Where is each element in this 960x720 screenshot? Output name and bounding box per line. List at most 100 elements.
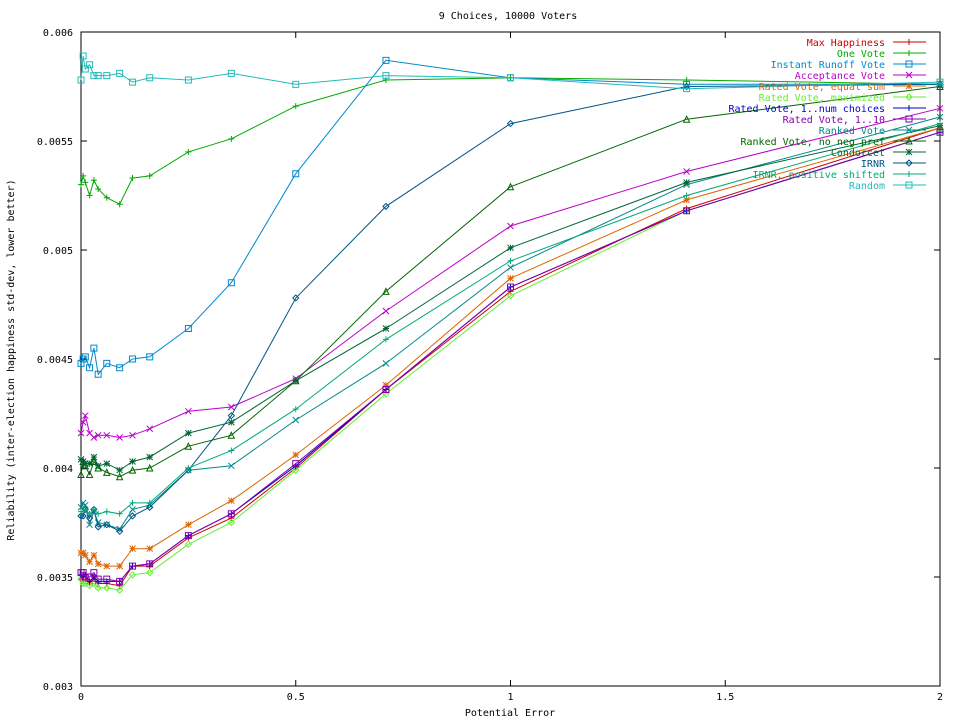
data-point [103,431,111,439]
data-point [79,512,87,520]
data-point [227,462,235,470]
data-point [82,179,89,186]
data-point [79,418,87,426]
data-point [146,453,154,461]
data-point [116,562,124,570]
data-point [79,52,87,60]
data-point [146,545,154,553]
data-point [128,466,137,474]
series-line-irnr [81,83,941,532]
legend-label: Ranked Vote [819,126,885,137]
data-point [683,168,690,175]
data-point [146,499,153,506]
data-point [103,359,111,367]
data-point [78,181,84,188]
legend-marker [905,126,913,134]
series-rated-vote-1-10 [77,128,944,585]
data-point [146,560,154,568]
legend-label: IRNR, positive shifted [753,170,885,181]
data-point [86,460,93,467]
data-point [116,434,124,441]
data-point [184,540,193,549]
legend-marker [905,159,913,167]
legend-label: Rated Vote, 1..10 [783,115,885,126]
legend-label: Acceptance Vote [795,71,885,82]
data-point [185,407,192,415]
data-point [292,377,300,385]
data-point [81,579,90,588]
data-point [129,545,136,553]
data-point [86,558,93,566]
x-tick-label: 1 [507,692,513,703]
data-point [382,72,390,80]
data-point [682,115,691,123]
data-point [94,523,102,531]
data-point [86,578,93,585]
data-point [227,279,235,287]
y-axis-label: Reliability (inter-election happiness st… [6,179,17,540]
legend-marker [905,115,913,123]
data-point [86,510,93,517]
data-point [90,434,98,441]
data-point [292,103,299,110]
data-point [128,571,137,579]
data-point [227,69,235,77]
data-point [185,465,192,471]
data-point [129,355,137,363]
data-point [90,551,98,559]
data-point [227,510,235,518]
data-point [77,512,85,520]
data-point [683,85,691,93]
legend-marker [905,181,913,189]
legend-marker [905,93,913,101]
data-point [79,355,87,363]
data-point [382,381,390,389]
data-point [185,521,192,529]
data-point [292,451,300,459]
series-line-rated-vote-maximized [80,131,941,591]
data-point [82,506,89,513]
data-point [77,429,85,437]
data-point [86,521,93,529]
data-point [102,468,111,476]
data-point [146,503,154,511]
data-point [115,472,124,481]
data-point [81,551,89,559]
data-point [129,175,136,182]
data-point [81,501,89,509]
y-tick-label: 0.005 [43,246,73,257]
data-point [184,442,193,450]
series-rated-vote-maximized [77,128,944,594]
data-point [103,72,111,80]
y-tick-label: 0.004 [43,464,73,475]
data-point [86,364,94,372]
data-point [292,406,299,413]
legend-marker [905,60,913,68]
data-point [382,325,390,332]
data-point [937,120,943,127]
data-point [81,353,89,361]
data-point [184,76,192,84]
legend-marker [905,82,913,90]
data-point [116,364,124,372]
data-point [936,104,944,112]
data-point [129,78,137,86]
data-point [94,431,102,439]
legend-marker [906,39,912,45]
data-point [116,525,124,533]
series-random [77,52,944,93]
data-point [86,61,94,69]
legend-marker [905,136,913,145]
data-point [146,74,154,82]
data-point [184,324,192,332]
data-point [115,527,124,535]
data-point [227,497,235,505]
legend-label: Rated Vote, 1..num choices [728,104,885,115]
data-point [145,463,154,472]
data-point [79,579,87,588]
data-point [90,569,98,577]
data-point [507,283,514,291]
data-point [90,344,98,352]
